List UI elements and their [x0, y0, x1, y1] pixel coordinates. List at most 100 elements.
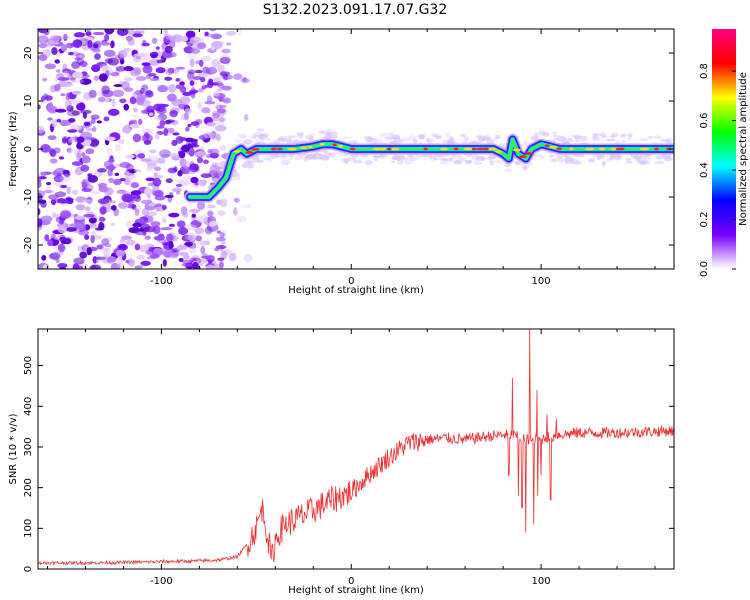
spectrogram-noise-dot	[178, 150, 186, 159]
spectrogram-halo-dot	[343, 152, 348, 157]
spectrogram-noise-dot	[189, 80, 195, 86]
spectrogram-halo-dot	[397, 139, 404, 143]
spectrogram-halo-dot	[654, 160, 665, 165]
spectrogram-noise-dot	[132, 56, 141, 63]
ridge-hotspot	[245, 151, 254, 154]
spectrogram-halo-dot	[459, 133, 466, 138]
ridge-hotspot	[481, 147, 491, 151]
spectrogram-halo-dot	[273, 139, 281, 145]
spectrogram-noise-dot	[212, 102, 222, 110]
ridge-hotspot	[423, 147, 428, 151]
spectrogram-noise-dot	[124, 170, 130, 176]
spectrogram-noise-dot	[217, 88, 223, 92]
spectrogram-halo-dot	[330, 131, 339, 137]
spectrogram-noise-dot	[202, 159, 209, 165]
spectrogram-noise-dot	[169, 235, 179, 242]
spectrogram-noise-dot	[119, 238, 125, 244]
spectrogram-noise-dot	[38, 208, 41, 216]
spectrogram-halo-dot	[478, 136, 483, 142]
snr-y-tick-label: 200	[23, 478, 34, 497]
ridge-hotspot	[332, 143, 337, 147]
spectrogram-noise-dot	[161, 153, 170, 158]
spectrogram-noise-dot	[38, 218, 43, 228]
spectrogram-noise-dot	[68, 51, 74, 56]
spectrogram-noise-dot	[71, 189, 78, 196]
spectrogram-noise-dot	[178, 257, 184, 262]
spectrogram-noise-dot	[38, 35, 49, 44]
spectrogram-noise-dot	[187, 232, 196, 242]
colorbar-gradient	[712, 29, 736, 269]
spectrogram-noise-dot	[134, 265, 143, 269]
spectrogram-noise-dot	[168, 223, 176, 227]
spectrogram-noise-dot	[74, 57, 81, 61]
spectrogram-noise-dot	[59, 34, 71, 40]
spectrogram-halo-dot	[659, 138, 670, 143]
spectrogram-noise-dot	[87, 173, 93, 177]
spectrogram-noise-dot	[182, 160, 190, 169]
spectrogram-noise-dot	[164, 45, 173, 54]
spectrogram-halo-dot	[347, 156, 357, 162]
spectrogram-noise-dot	[192, 76, 203, 81]
spectrogram-noise-dot	[168, 212, 180, 218]
spectrogram-noise-dot	[98, 216, 106, 222]
spectrogram-noise-dot	[84, 234, 90, 240]
spectrogram-noise-dot	[216, 133, 221, 142]
spectrogram-noise-dot	[145, 90, 154, 98]
ridge-hotspot	[276, 147, 283, 151]
spectrogram-noise-dot	[217, 257, 225, 261]
spectrogram-noise-dot	[117, 50, 128, 59]
spectrogram-noise-dot	[189, 58, 195, 68]
spectrogram-noise-dot	[190, 176, 199, 184]
spectrogram-noise-dot	[225, 42, 232, 46]
ridge-hotspot	[666, 147, 672, 151]
spectrogram-noise-dot	[80, 109, 92, 115]
spectrogram-noise-dot	[196, 201, 206, 211]
spectrogram-noise-dot	[220, 54, 231, 64]
spectrogram-noise-dot	[53, 175, 64, 183]
spectrogram-noise-dot	[222, 98, 231, 104]
spectrogram-noise-dot	[201, 85, 207, 90]
spectrogram-noise-dot	[187, 69, 196, 75]
spectrogram-noise-dot	[166, 52, 173, 58]
spectrogram-halo-dot	[489, 159, 495, 166]
spectrogram-halo-dot	[259, 138, 265, 142]
spectrogram-halo-dot	[243, 138, 253, 145]
spectrogram-noise-dot	[110, 71, 120, 77]
spectrogram-noise-dot	[140, 199, 153, 205]
spectrogram-halo-dot	[367, 137, 378, 142]
spectrogram-noise-dot	[47, 239, 54, 247]
spectrogram-halo-dot	[449, 156, 455, 160]
spectrogram-noise-dot	[50, 198, 57, 206]
spectrogram-noise-dot	[106, 147, 114, 157]
spectrogram-halo-dot	[621, 139, 626, 144]
spectrogram-noise-dot	[141, 128, 154, 134]
spectrogram-noise-dot	[183, 112, 189, 121]
spectrogram-noise-dot	[61, 44, 68, 52]
spectrogram-halo-dot	[425, 137, 431, 143]
ridge-hotspot	[524, 152, 534, 155]
spectrogram-noise-dot	[165, 68, 174, 76]
spectrogram-noise-dot	[76, 212, 82, 221]
spectrogram-noise-dot	[158, 103, 169, 108]
spectrogram-noise-dot	[56, 172, 63, 176]
colorbar-tick-label: 0.6	[699, 113, 710, 129]
spectrogram-noise-dot	[55, 258, 60, 264]
spectrogram-halo-dot	[662, 155, 671, 160]
spectrogram-noise-dot	[56, 118, 62, 123]
spectrogram-noise-dot	[67, 129, 78, 133]
spectrogram-x-label: Height of straight line (km)	[288, 285, 424, 296]
spectrogram-noise-dot	[124, 48, 131, 53]
spectrogram-noise-dot	[210, 58, 221, 68]
ridge-hotspot	[387, 147, 392, 151]
spectrogram-noise-dot	[189, 89, 199, 94]
spectrogram-halo-dot	[298, 133, 304, 139]
spectrogram-x-tick-label: 100	[532, 276, 551, 287]
spectrogram-noise-dot	[94, 256, 107, 260]
spectrogram-noise-dot	[44, 63, 57, 70]
spectrogram-noise-dot	[71, 61, 81, 70]
colorbar-tick-label: 0.0	[699, 261, 710, 277]
spectrogram-halo-dot	[431, 133, 437, 138]
spectrogram-halo-dot	[626, 136, 633, 142]
ridge-hotspot	[495, 150, 503, 153]
spectrogram-halo-dot	[574, 137, 580, 142]
